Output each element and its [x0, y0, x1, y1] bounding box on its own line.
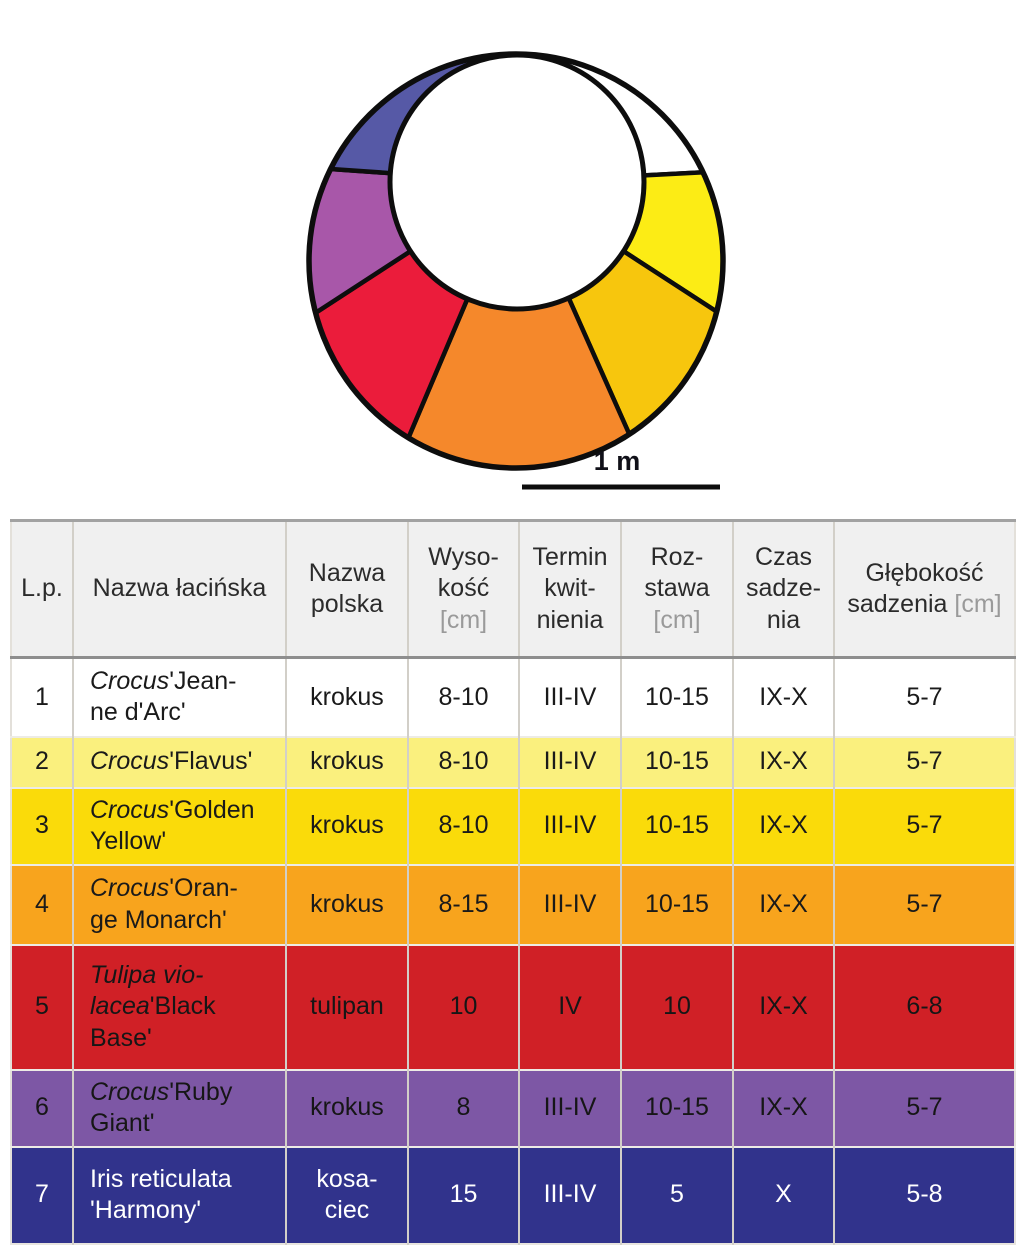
- cell-height: 8-10: [407, 657, 519, 737]
- cell-planting-depth: 5-7: [833, 735, 1015, 788]
- col-header-planting-depth: Głębokość sadzenia [cm]: [833, 520, 1015, 659]
- plants-table: L.p. Nazwa łacińska Nazwa polska Wyso- k…: [10, 519, 1016, 1245]
- cell-planting-depth: 5-7: [833, 1068, 1015, 1147]
- table-row: 1 Crocus'Jean- ne d'Arc' krokus 8-10 III-IV 1…: [11, 657, 1015, 737]
- segment-orange: [358, 179, 682, 466]
- cell-latin-name: Tulipa vio- lacea'Black Base': [72, 943, 286, 1070]
- inner-circle: [387, 52, 647, 312]
- col-header-spacing: Roz- stawa [cm]: [620, 520, 733, 659]
- cell-bloom-time: III-IV: [518, 1145, 621, 1244]
- cell-spacing: 10-15: [620, 863, 733, 945]
- table-row: 7 Iris reticulata 'Harmony' kosa- ciec 15 II…: [11, 1145, 1015, 1244]
- scale-label: 1 m: [594, 446, 641, 476]
- cell-planting-time: X: [732, 1145, 834, 1244]
- cell-bloom-time: III-IV: [518, 735, 621, 788]
- cell-height: 10: [407, 943, 519, 1070]
- cell-lp: 1: [35, 682, 49, 711]
- cell-latin-name: Crocus'Ruby Giant': [72, 1068, 286, 1147]
- cell-height: 15: [407, 1145, 519, 1244]
- cell-planting-depth: 5-7: [833, 863, 1015, 945]
- cell-lp: 4: [11, 863, 73, 945]
- table-row: 4 Crocus'Oran- ge Monarch' krokus 8-15 III-I…: [11, 863, 1015, 945]
- outer-circle: [306, 51, 726, 471]
- cell-spacing: 5: [620, 1145, 733, 1244]
- cell-height: 8-15: [407, 863, 519, 945]
- col-header-latin-name: Nazwa łacińska: [72, 520, 286, 659]
- cell-spacing: 10: [620, 943, 733, 1070]
- cell-spacing: 10-15: [620, 786, 733, 865]
- cell-planting-time: IX-X: [732, 863, 834, 945]
- col-header-height: Wyso- kość [cm]: [407, 520, 519, 659]
- cell-polish-name: krokus: [285, 1068, 408, 1147]
- cell-planting-time: IX-X: [732, 735, 834, 788]
- cell-planting-depth: 5-7: [833, 786, 1015, 865]
- cell-bloom-time: III-IV: [518, 786, 621, 865]
- cell-latin-name: Iris reticulata 'Harmony': [72, 1145, 286, 1244]
- planting-plan-diagram: 1 m: [0, 0, 1024, 519]
- unit-cm: [cm]: [653, 605, 701, 634]
- cell-latin-name: Crocus'Golden Yellow': [72, 786, 286, 865]
- cell-spacing: 10-15: [620, 657, 733, 737]
- flower-bed-ring-chart: 1 m: [306, 51, 726, 490]
- table-row: 6 Crocus'Ruby Giant' krokus 8 III-IV 10-15 IX-…: [11, 1068, 1015, 1147]
- cell-spacing: 10-15: [620, 1068, 733, 1147]
- cell-planting-time: IX-X: [732, 786, 834, 865]
- cell-planting-depth: 5-7: [833, 657, 1015, 737]
- cell-polish-name: krokus: [285, 786, 408, 865]
- col-header-bloom-time: Termin kwit- nienia: [518, 520, 621, 659]
- cell-bloom-time: IV: [518, 943, 621, 1070]
- cell-lp: 6: [11, 1068, 73, 1147]
- cell-bloom-time: III-IV: [518, 1068, 621, 1147]
- cell-polish-name: krokus: [285, 657, 408, 737]
- segment-blue-violet: [311, 56, 534, 185]
- cell-polish-name: krokus: [285, 863, 408, 945]
- cell-lp: 7: [11, 1145, 73, 1244]
- table-row: 2 Crocus'Flavus' krokus 8-10 III-IV 10-15 IX-X…: [11, 735, 1015, 788]
- cell-planting-depth: 6-8: [833, 943, 1015, 1070]
- table-row: 3 Crocus'Golden Yellow' krokus 8-10 III-IV 10…: [11, 786, 1015, 865]
- unit-cm: [cm]: [954, 590, 1002, 618]
- cell-latin-name: Crocus'Flavus': [72, 735, 286, 788]
- cell-bloom-time: III-IV: [518, 863, 621, 945]
- cell-planting-depth: 5-8: [833, 1145, 1015, 1244]
- col-header-planting-time: Czas sadze- nia: [732, 520, 834, 659]
- cell-polish-name: tulipan: [285, 943, 408, 1070]
- cell-planting-time: IX-X: [732, 657, 834, 737]
- col-header-lp: L.p.: [11, 520, 73, 659]
- cell-latin-name: Crocus'Oran- ge Monarch': [72, 863, 286, 945]
- cell-planting-time: IX-X: [732, 1068, 834, 1147]
- unit-cm: [cm]: [439, 605, 488, 634]
- cell-spacing: 10-15: [620, 735, 733, 788]
- cell-planting-time: IX-X: [732, 943, 834, 1070]
- cell-polish-name: krokus: [285, 735, 408, 788]
- col-header-polish-name: Nazwa polska: [285, 520, 408, 659]
- table-header-row: L.p. Nazwa łacińska Nazwa polska Wyso- k…: [11, 520, 1015, 659]
- cell-lp: 3: [11, 786, 73, 865]
- cell-height: 8-10: [407, 735, 519, 788]
- table-row: 5 Tulipa vio- lacea'Black Base' tulipan 10 I…: [11, 943, 1015, 1070]
- cell-height: 8-10: [407, 786, 519, 865]
- cell-bloom-time: III-IV: [518, 657, 621, 737]
- cell-height: 8: [407, 1068, 519, 1147]
- cell-polish-name: kosa- ciec: [285, 1145, 408, 1244]
- cell-latin-name: Crocus'Jean- ne d'Arc': [72, 657, 286, 737]
- cell-lp: 2: [11, 735, 73, 788]
- cell-lp: 5: [11, 943, 73, 1070]
